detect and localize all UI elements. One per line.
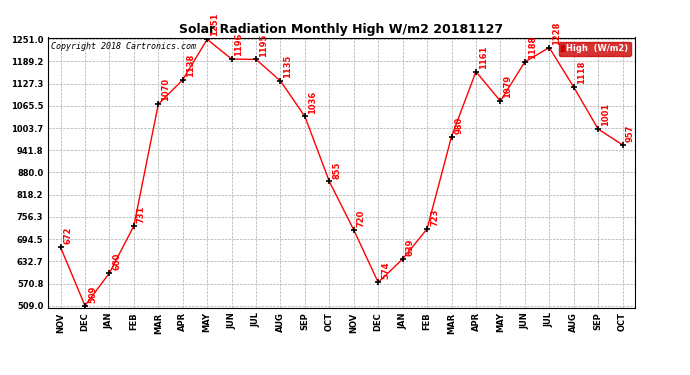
Text: 672: 672 — [63, 227, 72, 244]
Text: 731: 731 — [137, 206, 146, 223]
Text: 1195: 1195 — [259, 33, 268, 57]
Legend: High  (W/m2): High (W/m2) — [558, 42, 631, 56]
Text: 1251: 1251 — [210, 13, 219, 36]
Text: 600: 600 — [112, 253, 121, 270]
Text: 980: 980 — [455, 117, 464, 134]
Text: Copyright 2018 Cartronics.com: Copyright 2018 Cartronics.com — [51, 42, 196, 51]
Text: 1036: 1036 — [308, 90, 317, 114]
Text: 509: 509 — [88, 285, 97, 303]
Text: 574: 574 — [381, 262, 390, 279]
Text: 1161: 1161 — [479, 45, 488, 69]
Text: 1138: 1138 — [186, 54, 195, 77]
Text: 957: 957 — [626, 124, 635, 142]
Text: 639: 639 — [406, 239, 415, 256]
Text: 1135: 1135 — [284, 55, 293, 78]
Text: 1228: 1228 — [552, 21, 561, 45]
Title: Solar Radiation Monthly High W/m2 20181127: Solar Radiation Monthly High W/m2 201811… — [179, 23, 504, 36]
Text: 1001: 1001 — [601, 103, 610, 126]
Text: 1118: 1118 — [577, 61, 586, 84]
Text: 1079: 1079 — [503, 75, 513, 98]
Text: 720: 720 — [357, 210, 366, 227]
Text: 855: 855 — [333, 161, 342, 178]
Text: 1070: 1070 — [161, 78, 170, 101]
Text: 723: 723 — [430, 209, 439, 226]
Text: 1196: 1196 — [235, 33, 244, 56]
Text: 1188: 1188 — [528, 36, 537, 59]
